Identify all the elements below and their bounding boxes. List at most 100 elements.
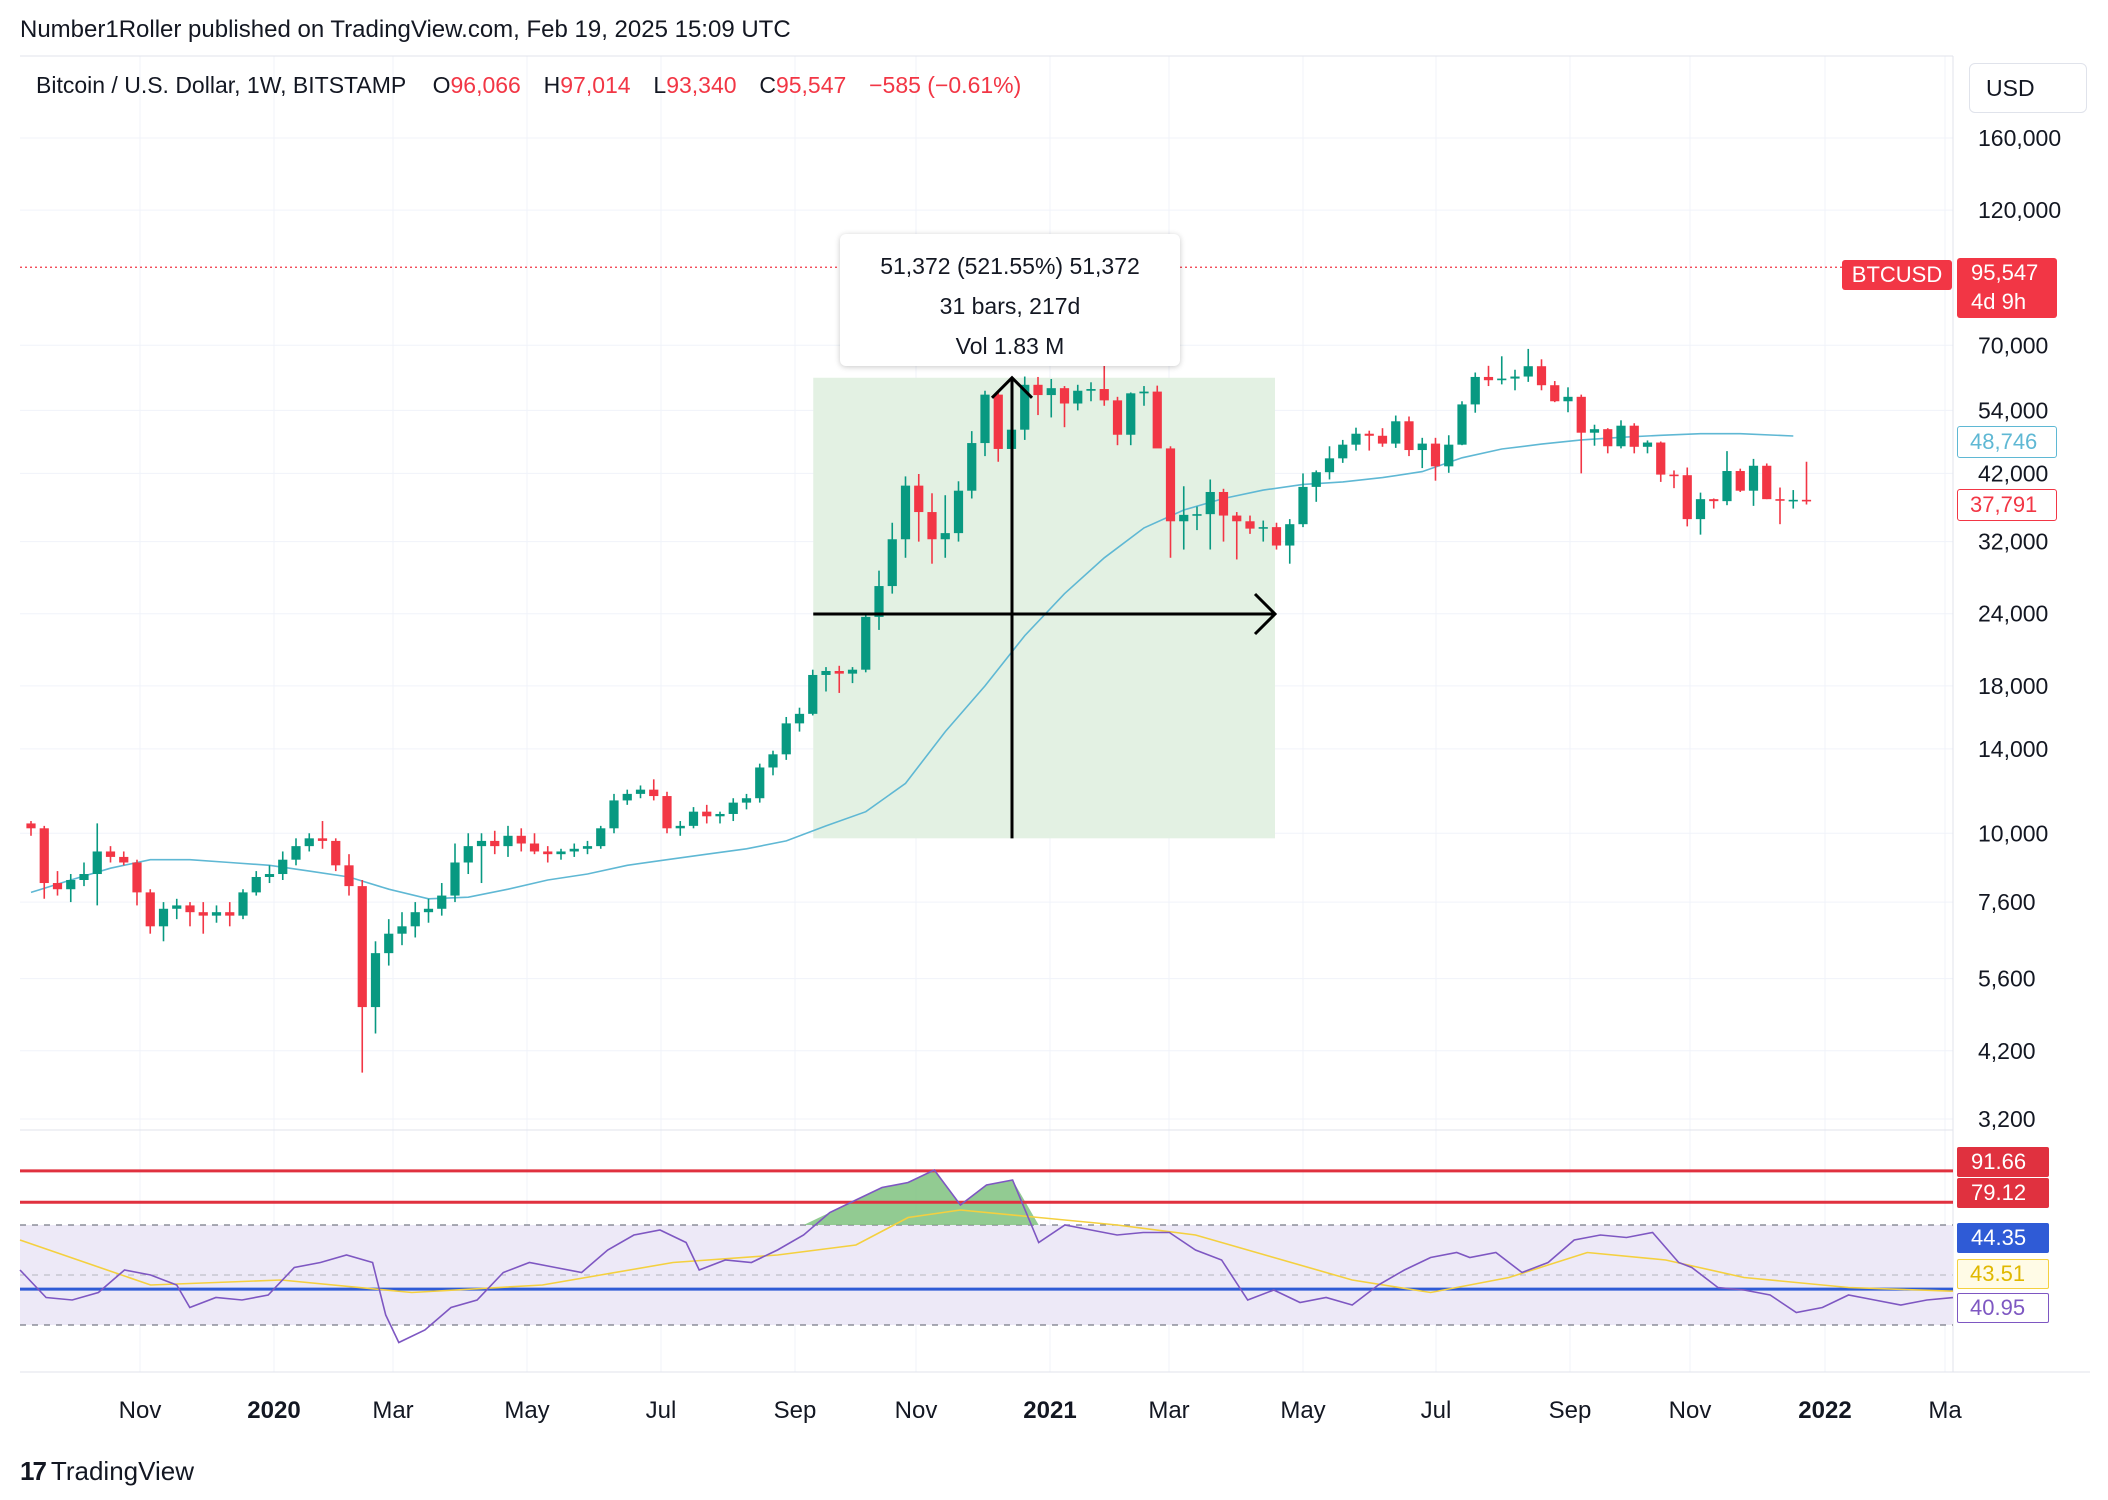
candle-body (1695, 499, 1706, 520)
low-label: L (653, 72, 667, 98)
tradingview-brand[interactable]: 17 TradingView (20, 1456, 194, 1487)
candle-body (490, 840, 500, 847)
candle-body (702, 811, 712, 817)
open-value: 96,066 (450, 72, 521, 98)
candle-body (874, 586, 884, 617)
candle-body (1801, 499, 1812, 502)
candle-body (1126, 393, 1136, 435)
time-tick-label: Sep (774, 1397, 817, 1424)
candle-body (476, 840, 487, 847)
candle-body (914, 485, 924, 513)
candle-body (1033, 384, 1043, 396)
candle-body (715, 813, 725, 817)
measure-volume: Vol 1.83 M (955, 333, 1065, 359)
price-tick-label: 42,000 (1978, 460, 2048, 486)
candle-body (609, 800, 619, 829)
price-tick-label: 10,000 (1978, 820, 2048, 846)
candle-body (635, 789, 646, 794)
candle-body (1788, 499, 1798, 502)
time-axis-labels: Nov 2020 Mar May Jul Sep Nov 2021 Mar May Jul Sep No… (119, 1397, 1963, 1424)
candle-body (1523, 366, 1533, 377)
time-tick-label: 2020 (247, 1397, 300, 1424)
symbol-tag[interactable]: BTCUSD (1842, 260, 1952, 290)
candle-body (397, 926, 407, 934)
price-tick-label: 4,200 (1978, 1038, 2036, 1064)
candle-body (728, 802, 738, 814)
rsi-level-44-tag: 44.35 (1957, 1223, 2049, 1253)
candle-body (158, 908, 169, 927)
candle-body (1629, 425, 1639, 447)
moving-average-line (30, 432, 1794, 900)
measure-right-arrowhead (1253, 592, 1278, 636)
price-tick-label: 54,000 (1978, 397, 2048, 423)
measure-area[interactable] (813, 377, 1275, 839)
measure-bars: 31 bars, 217d (939, 293, 1081, 319)
candle-body (423, 908, 434, 913)
time-tick-label: 2022 (1798, 1397, 1851, 1424)
candle-body (132, 862, 142, 893)
candle-body (1444, 444, 1454, 467)
candle-body (1536, 366, 1547, 386)
candle-body (450, 862, 460, 896)
candle-body (1510, 376, 1520, 379)
candle-body (529, 843, 540, 852)
candle-body (1550, 385, 1560, 402)
candle-body (1417, 443, 1427, 451)
candle-body (463, 846, 473, 863)
candle-body (1576, 396, 1586, 433)
candle-body (291, 846, 301, 860)
candle-body (582, 846, 593, 849)
candle-body (1404, 421, 1414, 451)
candle-body (331, 840, 341, 866)
candle-body (26, 823, 36, 829)
ma-value-tag: 48,746 (1957, 426, 2057, 458)
symbol-title[interactable]: Bitcoin / U.S. Dollar, 1W, BITSTAMP (36, 72, 406, 98)
candle-body (808, 674, 818, 714)
candle-body (688, 811, 699, 826)
candle-body (503, 835, 513, 847)
bar-countdown: 4d 9h (1971, 289, 2027, 314)
last-bar-close-tag: 37,791 (1957, 489, 2057, 521)
candle-body (1324, 458, 1335, 473)
candles-group (26, 348, 1812, 1073)
candle-body (887, 539, 897, 587)
time-tick-label: Mar (372, 1397, 413, 1424)
candle-body (953, 490, 964, 534)
candle-body (92, 851, 102, 875)
candle-body (251, 876, 261, 893)
candle-body (622, 793, 632, 801)
rsi-value-tag: 40.95 (1957, 1293, 2049, 1323)
symbol-legend[interactable]: Bitcoin / U.S. Dollar, 1W, BITSTAMP O96,… (36, 72, 1021, 99)
currency-button[interactable]: USD (1969, 63, 2087, 113)
measure-arrows[interactable] (813, 375, 1278, 839)
candle-body (847, 669, 858, 674)
rsi-level-79-tag: 79.12 (1957, 1178, 2049, 1208)
price-tick-label: 3,200 (1978, 1106, 2036, 1132)
candle-body (172, 905, 182, 909)
candle-body (225, 912, 235, 916)
time-tick-label: Jul (1421, 1397, 1452, 1424)
candle-body (675, 825, 685, 829)
high-value: 97,014 (560, 72, 631, 98)
candle-body (1099, 389, 1109, 401)
candle-body (1391, 421, 1401, 444)
candle-body (1218, 491, 1229, 516)
candle-body (834, 670, 844, 674)
candle-body (662, 796, 672, 829)
candle-body (1020, 384, 1030, 430)
candle-body (1748, 465, 1759, 491)
candle-body (304, 838, 314, 847)
candle-body (198, 912, 208, 916)
price-tick-label: 7,600 (1978, 889, 2036, 915)
candle-body (1483, 376, 1494, 381)
price-tick-label: 18,000 (1978, 673, 2048, 699)
candle-body (1642, 442, 1653, 447)
candle-body (1603, 429, 1613, 447)
candle-body (1351, 433, 1361, 445)
candle-body (1192, 514, 1202, 516)
measure-info-box[interactable]: 51,372 (521.55%) 51,372 31 bars, 217d Vo… (840, 234, 1180, 366)
candle-body (1245, 521, 1255, 529)
candle-body (1258, 527, 1268, 529)
close-label: C (759, 72, 776, 98)
candle-body (900, 485, 911, 540)
